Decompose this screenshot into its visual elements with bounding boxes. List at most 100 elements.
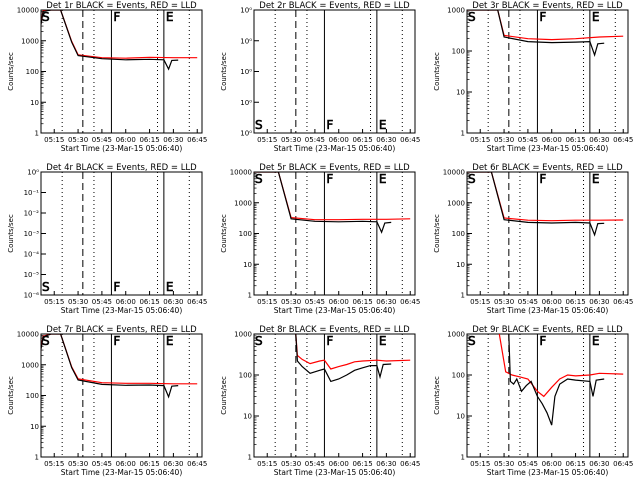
x-axis-label: Start Time (23-Mar-15 05:06:40) [274,306,396,315]
x-tick-label: 05:30 [281,136,301,144]
y-tick-label: 10⁰ [240,37,252,45]
panel-title: Det 7r BLACK = Events, RED = LLD [46,325,197,335]
y-tick-label: 100 [452,230,465,238]
series-events-line [467,10,605,57]
x-tick-label: 06:45 [400,298,420,306]
y-tick-label: 10⁰ [240,7,252,15]
marker-label-f: F [326,172,333,186]
panel-title: Det 8r BLACK = Events, RED = LLD [259,325,410,335]
panel-title: Det 9r BLACK = Events, RED = LLD [472,325,623,335]
x-tick-label: 05:45 [518,298,538,306]
x-tick-label: 05:15 [470,460,490,468]
x-tick-label: 06:30 [163,460,183,468]
panel-title: Det 4r BLACK = Events, RED = LLD [46,163,197,173]
marker-label-e: E [379,334,387,348]
x-tick-label: 06:00 [329,460,349,468]
series-events-line [254,172,392,234]
y-tick-label: 10⁰ [240,130,252,138]
marker-label-f: F [113,10,120,24]
y-tick-label: 1000 [447,199,465,207]
x-axis-label: Start Time (23-Mar-15 05:06:40) [487,306,609,315]
marker-label-f: F [539,172,546,186]
x-tick-label: 06:45 [400,460,420,468]
x-tick-label: 05:15 [44,136,64,144]
x-tick-label: 05:45 [92,460,112,468]
y-tick-label: 10⁻³ [24,230,40,238]
panel-title: Det 6r BLACK = Events, RED = LLD [472,163,623,173]
x-tick-label: 06:45 [187,460,207,468]
y-tick-label: 10⁻⁶ [24,292,40,300]
plot-frame [466,171,629,296]
y-tick-label: 10 [30,423,39,431]
series-events-line [508,334,605,426]
marker-label-f: F [539,334,546,348]
y-tick-label: 10 [456,413,465,421]
y-tick-label: 1000 [21,361,39,369]
x-tick-label: 05:45 [92,298,112,306]
marker-label-s: S [468,334,476,348]
y-axis-label: Counts/sec [7,214,15,253]
x-tick-label: 06:45 [613,460,633,468]
y-tick-label: 1 [461,292,465,300]
plot-frame [466,333,629,458]
x-tick-label: 06:15 [565,460,585,468]
x-axis-label: Start Time (23-Mar-15 05:06:40) [61,306,183,315]
x-tick-label: 06:00 [542,136,562,144]
y-tick-label: 10⁰ [240,68,252,76]
y-tick-label: 100 [239,230,252,238]
marker-label-s: S [42,334,50,348]
y-tick-label: 10⁻² [24,210,40,218]
x-tick-label: 06:15 [565,136,585,144]
x-tick-label: 05:15 [257,136,277,144]
marker-label-e: E [592,172,600,186]
series-lld-line [295,334,411,370]
x-tick-label: 06:15 [139,298,159,306]
series-events-line [467,172,605,237]
x-tick-label: 05:45 [305,136,325,144]
y-tick-label: 1000 [234,199,252,207]
x-tick-label: 05:30 [494,136,514,144]
y-tick-label: 1 [35,130,39,138]
x-tick-label: 05:30 [494,298,514,306]
marker-label-e: E [166,10,174,24]
marker-label-f: F [326,118,333,132]
y-tick-label: 1000 [447,7,465,15]
marker-label-e: E [166,334,174,348]
x-tick-label: 05:30 [281,460,301,468]
marker-label-s: S [468,10,476,24]
panel-det-4r: Det 4r BLACK = Events, RED = LLD S F E 05:15… [7,163,207,315]
x-tick-label: 05:30 [281,298,301,306]
y-tick-label: 100 [452,372,465,380]
x-tick-label: 06:30 [589,298,609,306]
y-tick-label: 100 [26,68,39,76]
x-tick-label: 05:45 [518,136,538,144]
x-tick-label: 06:45 [187,136,207,144]
y-tick-label: 10⁻⁵ [24,271,40,279]
y-tick-label: 1 [35,454,39,462]
marker-label-s: S [255,334,263,348]
y-tick-label: 1 [461,130,465,138]
y-tick-label: 100 [26,392,39,400]
x-tick-label: 06:15 [352,298,372,306]
x-tick-label: 06:30 [589,460,609,468]
x-axis-label: Start Time (23-Mar-15 05:06:40) [274,144,396,153]
plot-frame [40,9,203,134]
plot-frame [40,171,203,296]
y-axis-label: Counts/sec [220,214,228,253]
panel-title: Det 2r BLACK = Events, RED = LLD [259,1,410,11]
x-tick-label: 06:15 [139,136,159,144]
x-tick-label: 05:30 [68,460,88,468]
series-events-line [41,10,179,71]
marker-label-f: F [539,10,546,24]
x-tick-label: 05:30 [68,136,88,144]
y-tick-label: 10000 [230,169,252,177]
y-axis-label: Counts/sec [7,52,15,91]
marker-label-s: S [42,280,50,294]
y-tick-label: 1 [248,454,252,462]
y-tick-label: 10⁰ [240,99,252,107]
marker-label-s: S [255,118,263,132]
marker-label-e: E [379,172,387,186]
x-tick-label: 06:45 [613,136,633,144]
